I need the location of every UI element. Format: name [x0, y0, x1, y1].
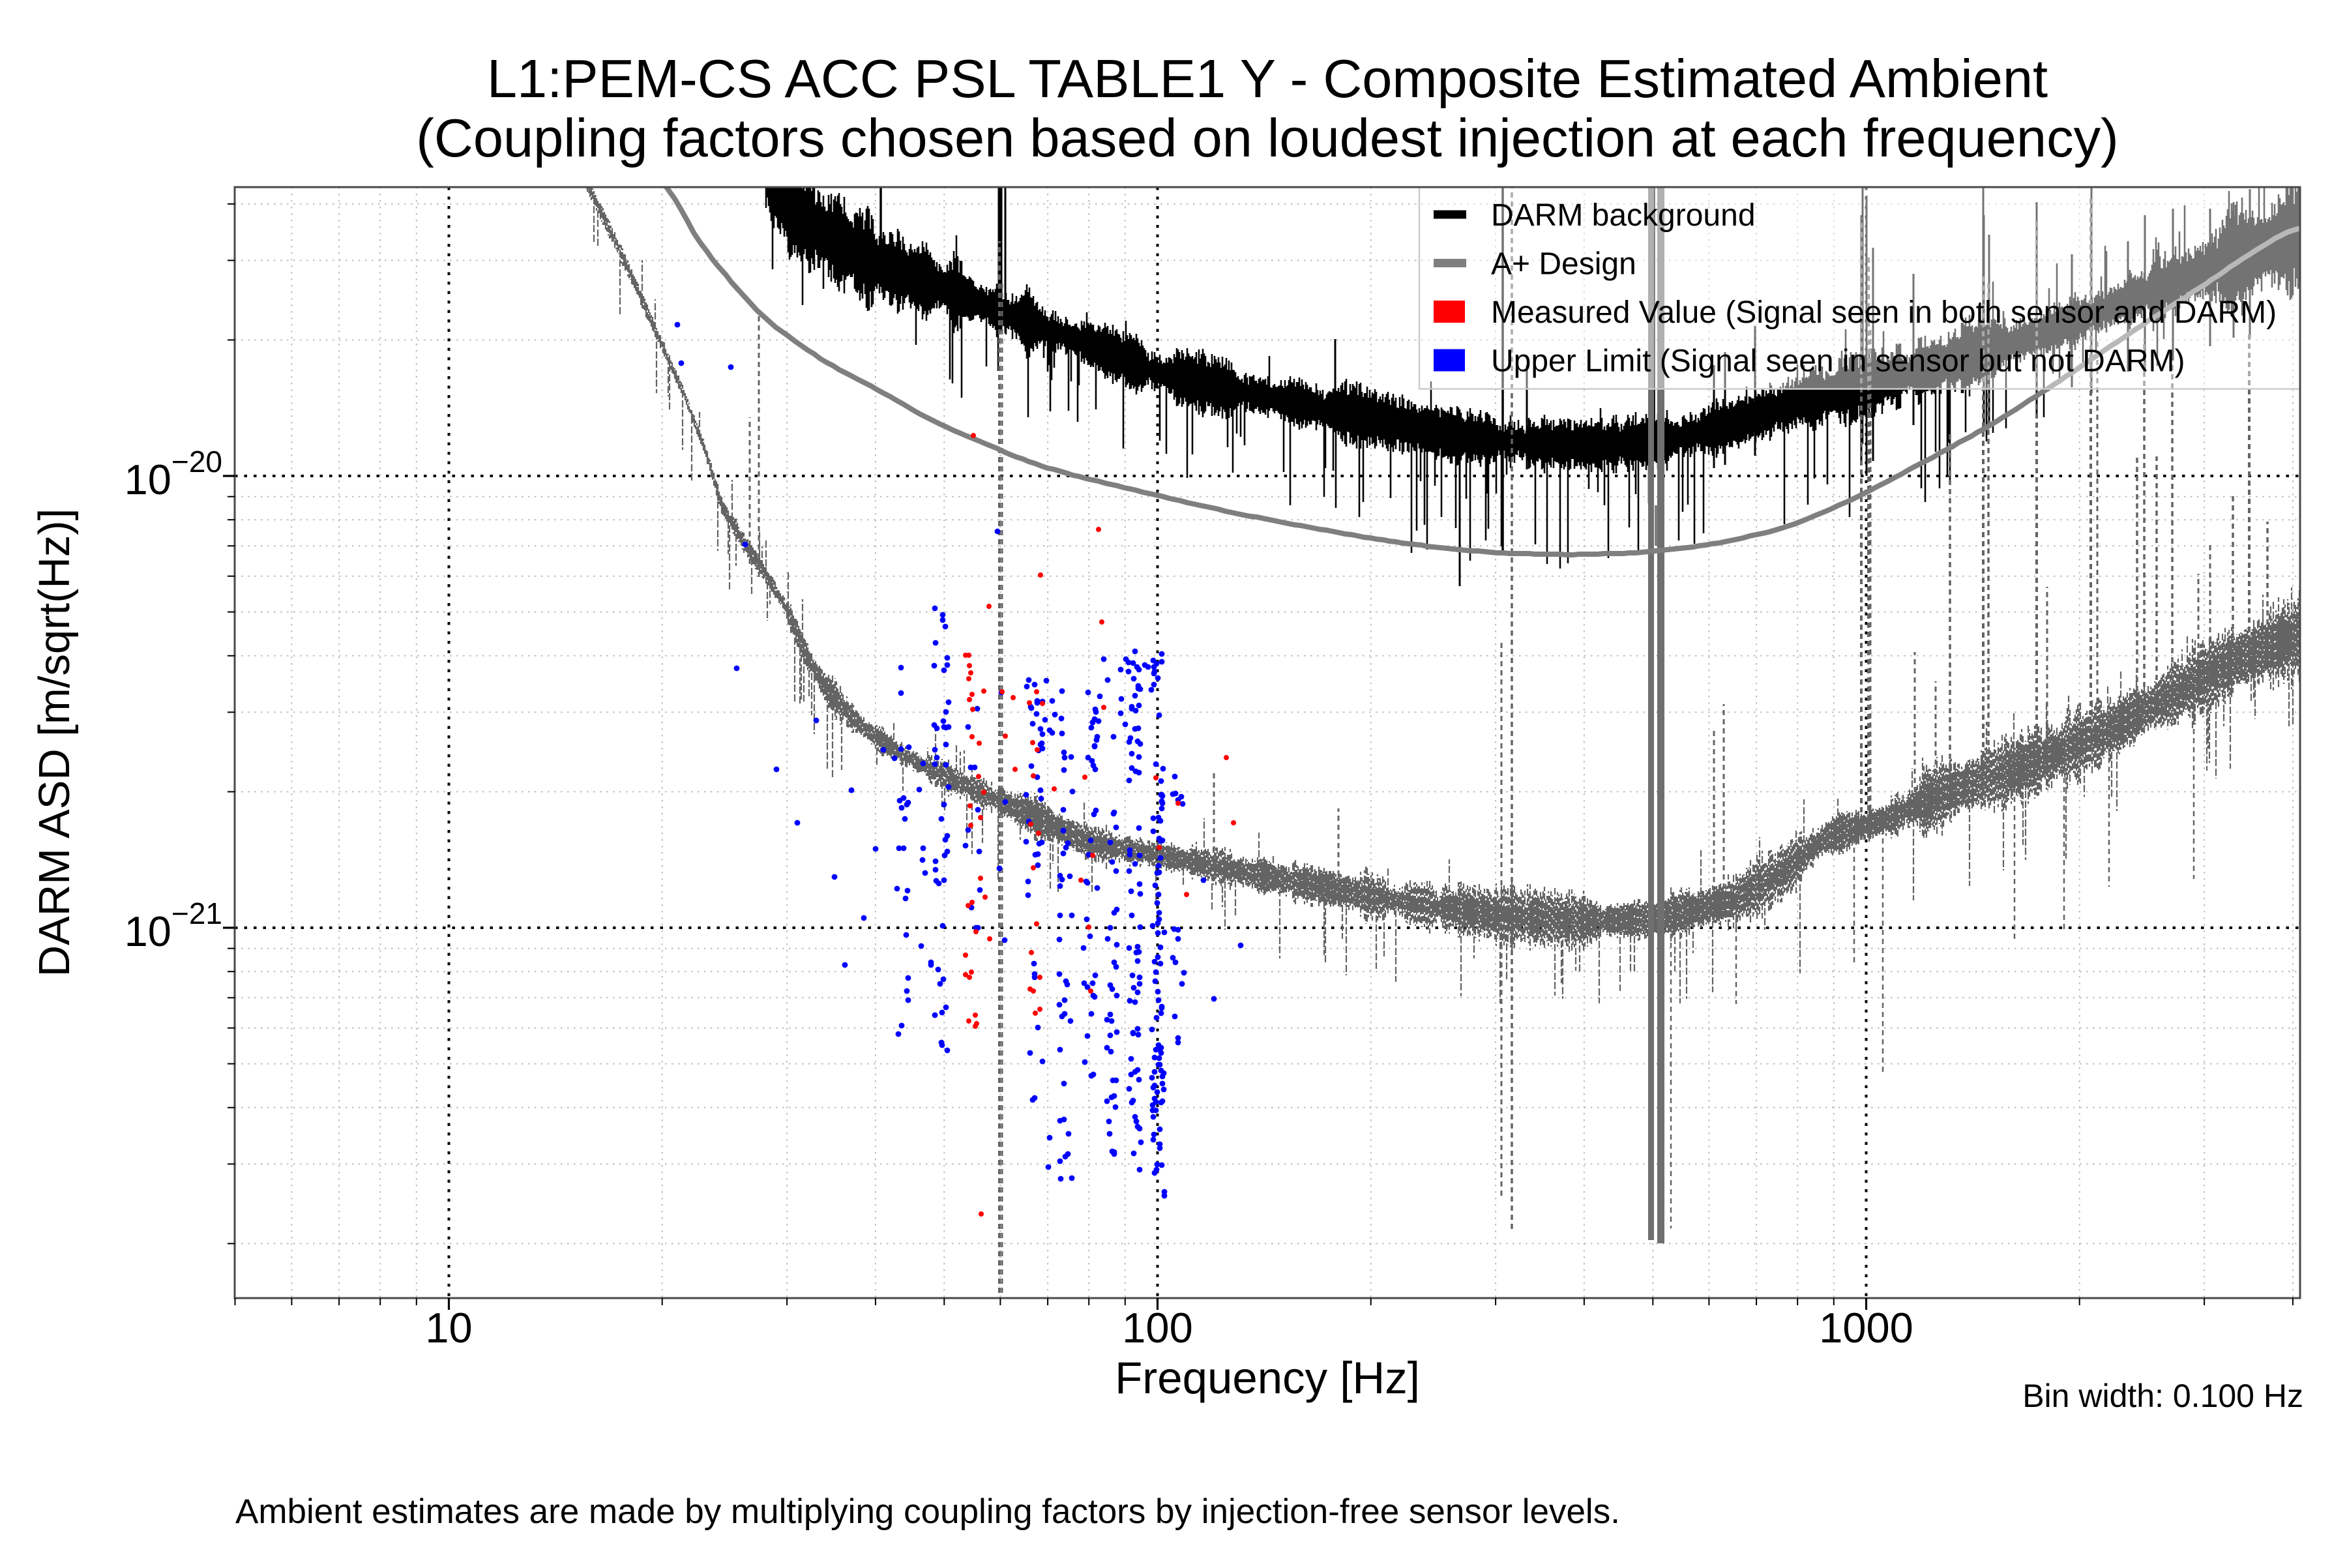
svg-text:Bin width: 0.100 Hz: Bin width: 0.100 Hz — [2022, 1378, 2303, 1414]
svg-text:DARM ASD [m/sqrt(Hz)]: DARM ASD [m/sqrt(Hz)] — [30, 509, 79, 977]
svg-text:A+ Design: A+ Design — [1491, 247, 1636, 282]
svg-text:1000: 1000 — [1819, 1304, 1913, 1352]
svg-text:Ambient estimates are made by: Ambient estimates are made by multiplyin… — [235, 1492, 1620, 1531]
svg-text:Frequency [Hz]: Frequency [Hz] — [1115, 1353, 1420, 1403]
svg-text:Upper Limit (Signal seen in se: Upper Limit (Signal seen in sensor but n… — [1491, 344, 2185, 379]
svg-text:Measured Value (Signal seen in: Measured Value (Signal seen in both sens… — [1491, 295, 2277, 330]
svg-text:DARM background: DARM background — [1491, 198, 1756, 233]
svg-text:10: 10 — [425, 1304, 472, 1352]
svg-text:100: 100 — [1122, 1304, 1192, 1352]
svg-text:L1:PEM-CS ACC PSL TABLE1 Y - C: L1:PEM-CS ACC PSL TABLE1 Y - Composite E… — [487, 48, 2048, 109]
svg-text:(Coupling factors chosen based: (Coupling factors chosen based on loudes… — [416, 108, 2119, 168]
